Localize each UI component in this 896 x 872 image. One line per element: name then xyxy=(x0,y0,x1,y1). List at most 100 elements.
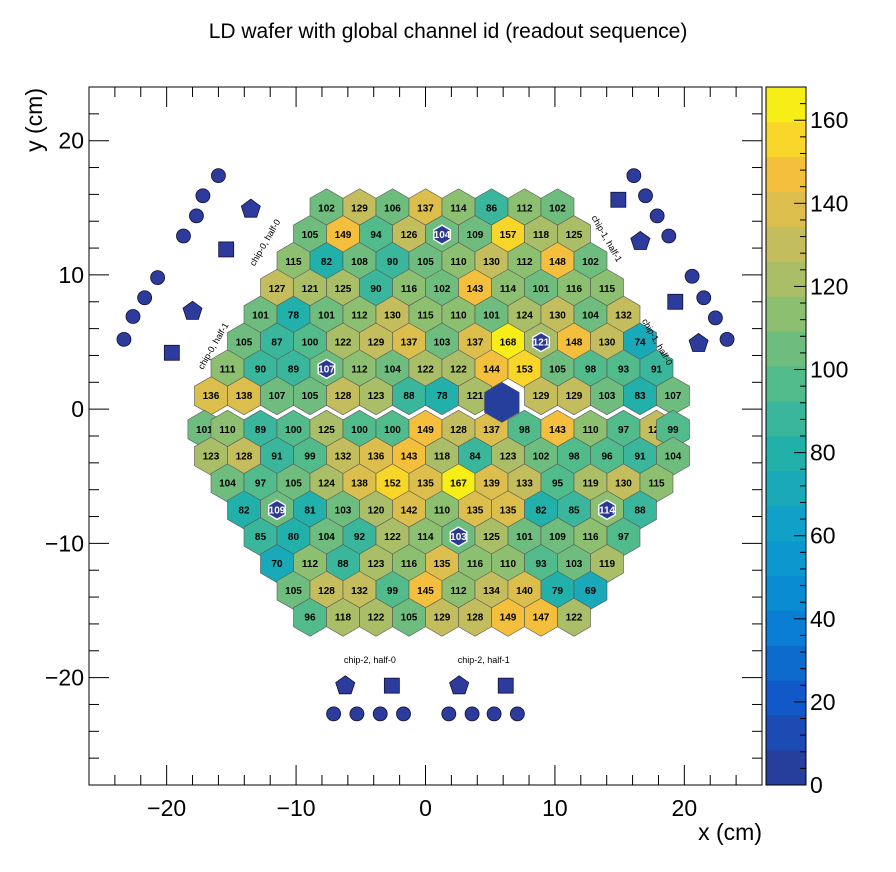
hex-cell-value: 85 xyxy=(255,532,267,543)
hex-cell-value: 119 xyxy=(599,559,616,570)
hex-cell-center-pad xyxy=(598,499,616,521)
hex-cell-value: 114 xyxy=(500,284,517,295)
hex-cell-value: 135 xyxy=(467,505,484,516)
hex-cell-value: 95 xyxy=(552,478,564,489)
hex-cell-value: 134 xyxy=(483,586,500,597)
hex-cell-value: 122 xyxy=(450,364,467,375)
hex-cell-value: 129 xyxy=(434,613,451,624)
hex-cell-value: 112 xyxy=(351,311,368,322)
hex-cell-value: 78 xyxy=(288,311,300,322)
hex-cell-value: 89 xyxy=(288,364,300,375)
hex-cell-value: 130 xyxy=(615,478,632,489)
colorbar-bin xyxy=(766,296,806,332)
hex-cells-layer: 102 129 106 137 114 86 112 102 105 149 94 126 104 109… xyxy=(187,188,690,637)
hex-cell-value: 114 xyxy=(450,203,467,214)
calib-circle-marker xyxy=(696,290,712,306)
hex-cell-value: 96 xyxy=(304,613,316,624)
hex-cell-value: 88 xyxy=(634,505,646,516)
hex-cell-value: 100 xyxy=(285,425,302,436)
hex-cell-value: 105 xyxy=(236,338,253,349)
hex-cell-value: 122 xyxy=(368,613,385,624)
hex-cell-value: 91 xyxy=(634,452,646,463)
hex-cell-value: 115 xyxy=(285,257,302,268)
x-tick-label: −10 xyxy=(277,795,316,821)
hex-cell-value: 105 xyxy=(302,230,319,241)
hex-cell-value: 137 xyxy=(483,425,500,436)
hex-cell-value: 88 xyxy=(403,391,415,402)
hex-cell-value: 130 xyxy=(599,338,616,349)
hex-cell-value: 118 xyxy=(335,613,352,624)
hex-cell xyxy=(458,376,492,416)
hex-cell-value: 126 xyxy=(401,230,418,241)
hex-cell-value: 82 xyxy=(535,505,547,516)
hex-cell-value: 112 xyxy=(351,364,368,375)
hex-cell-value: 157 xyxy=(500,230,517,241)
hex-cell-value: 110 xyxy=(219,425,236,436)
x-tick-label: −20 xyxy=(147,795,186,821)
hex-cell-value: 136 xyxy=(368,452,385,463)
hex-cell-value: 129 xyxy=(533,391,550,402)
hex-cell-value: 97 xyxy=(618,532,630,543)
hex-cell-value: 130 xyxy=(549,311,566,322)
hex-cell-value: 87 xyxy=(271,338,283,349)
hex-cell-center-pad xyxy=(449,526,468,548)
y-axis-label: y (cm) xyxy=(21,88,47,152)
hex-cell-value: 102 xyxy=(582,257,599,268)
hex-cell-value: 110 xyxy=(450,257,467,268)
hex-cell-value: 116 xyxy=(467,559,484,570)
calib-circle-marker xyxy=(661,228,677,244)
hex-cell-value: 106 xyxy=(384,203,401,214)
y-tick-label: −10 xyxy=(45,530,84,556)
colorbar-bin xyxy=(766,645,806,681)
hex-cell-value: 142 xyxy=(401,505,418,516)
hex-cell-value: 111 xyxy=(220,364,236,375)
colorbar-bin xyxy=(766,331,806,367)
colorbar-bin xyxy=(766,366,806,402)
hex-cell-value: 101 xyxy=(516,532,533,543)
hex-cell-value: 93 xyxy=(535,559,547,570)
calib-pentagon-marker xyxy=(240,198,261,218)
hex-cell-value: 107 xyxy=(318,364,335,375)
color-scale-bar: 0 20 40 60 80 100 120 140 160 xyxy=(765,86,848,798)
hex-cell-value: 145 xyxy=(417,586,434,597)
hex-cell-value: 133 xyxy=(516,478,533,489)
hex-cell-value: 108 xyxy=(351,257,368,268)
hex-cell-value: 115 xyxy=(417,311,434,322)
hex-cell-value: 97 xyxy=(618,425,630,436)
calib-circle-marker xyxy=(396,706,411,722)
hex-cell-value: 128 xyxy=(318,586,335,597)
hex-cell-value: 110 xyxy=(450,311,467,322)
hex-cell-value: 82 xyxy=(321,257,333,268)
calib-circle-marker xyxy=(195,188,211,204)
colorbar-tick-label: 60 xyxy=(810,523,836,549)
calib-circle-marker xyxy=(626,168,642,183)
hex-cell-value: 84 xyxy=(469,452,481,463)
calib-square-marker xyxy=(163,344,180,361)
chip-half-label: chip-2, half-0 xyxy=(344,655,396,665)
hex-cell-value: 167 xyxy=(450,478,467,489)
hex-cell-value: 79 xyxy=(552,586,564,597)
hex-cell-value: 104 xyxy=(665,452,682,463)
hex-cell-value: 104 xyxy=(318,532,335,543)
colorbar-bin xyxy=(766,750,806,786)
hex-cell-value: 99 xyxy=(387,586,399,597)
hex-cell-value: 90 xyxy=(370,284,382,295)
hex-cell-value: 89 xyxy=(255,425,267,436)
hex-cell-value: 118 xyxy=(533,230,550,241)
hex-cell-center-pad xyxy=(532,331,550,353)
calib-circle-marker xyxy=(486,706,502,722)
hex-cell-value: 121 xyxy=(467,391,484,402)
hex-cell-value: 100 xyxy=(351,425,368,436)
hex-cell-value: 115 xyxy=(599,284,616,295)
hex-cell-value: 102 xyxy=(318,203,335,214)
hex-cell-value: 129 xyxy=(351,203,368,214)
x-tick-label: 10 xyxy=(542,795,568,821)
hex-cell-value: 110 xyxy=(500,559,517,570)
hex-cell-value: 103 xyxy=(566,559,583,570)
hex-cell-value: 107 xyxy=(665,391,682,402)
hex-cell-value: 135 xyxy=(417,478,434,489)
hex-cell-value: 103 xyxy=(450,532,467,543)
hex-cell-value: 101 xyxy=(318,311,335,322)
hex-cell-value: 102 xyxy=(533,452,550,463)
